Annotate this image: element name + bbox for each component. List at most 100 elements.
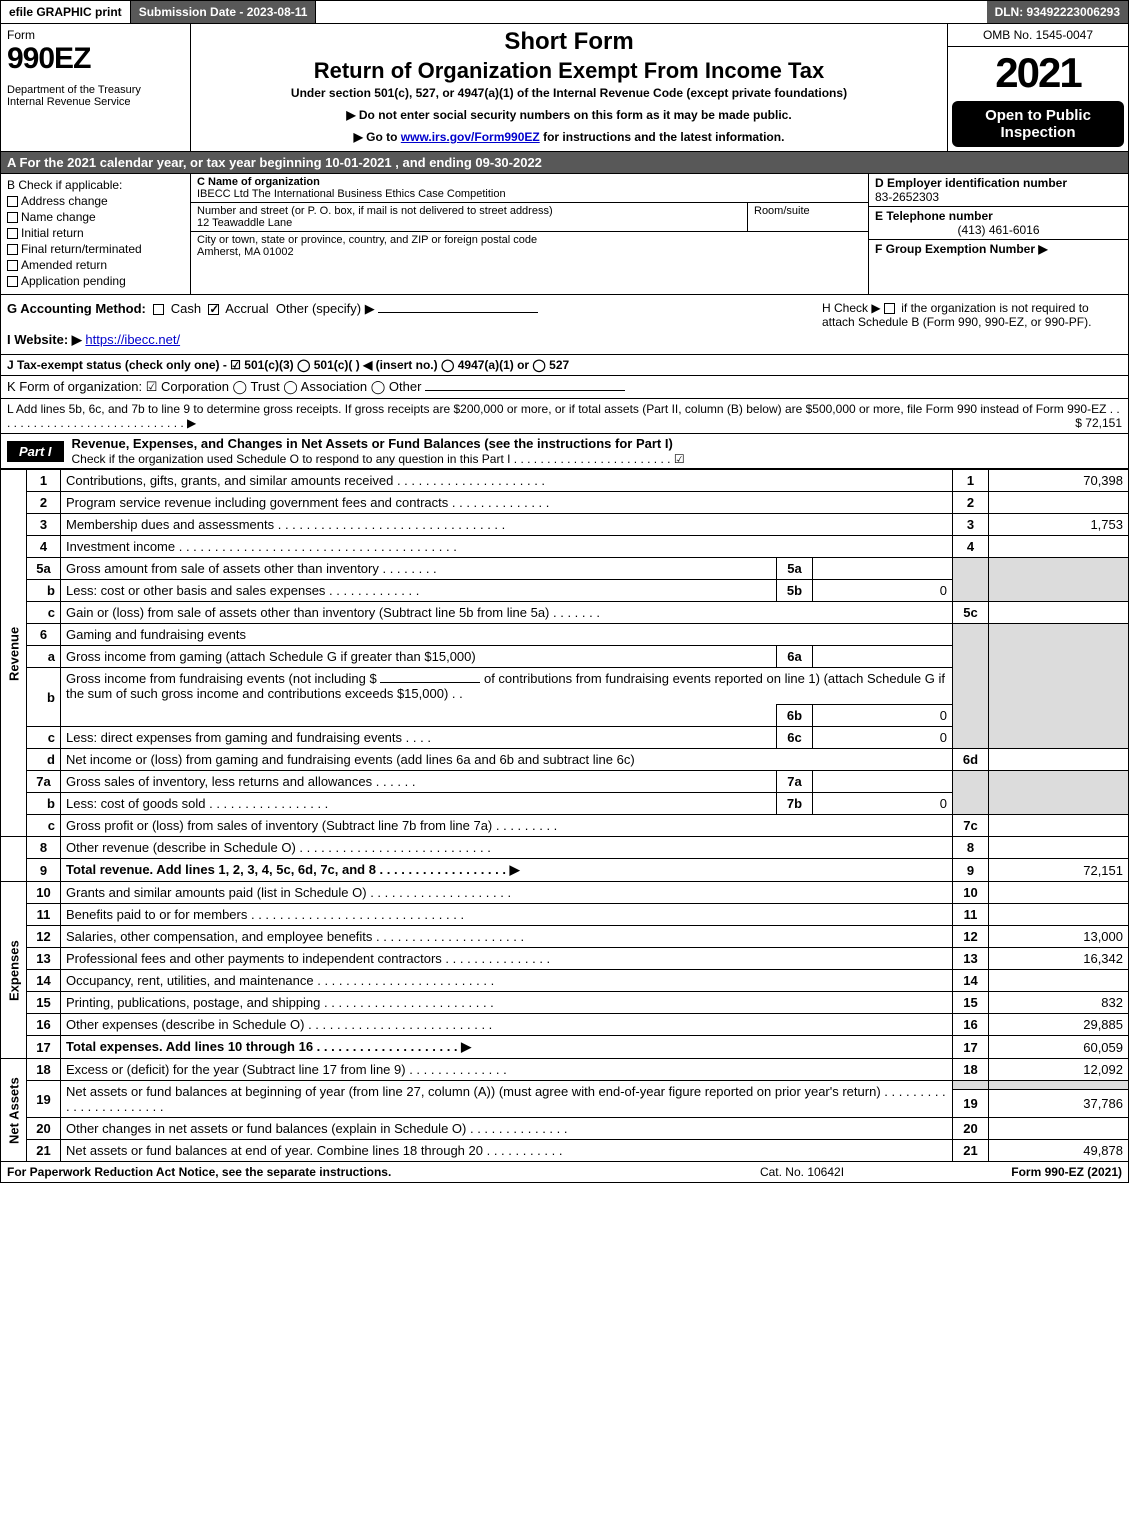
section-b-through-f: B Check if applicable: Address change Na… — [0, 174, 1129, 295]
cb-name-change[interactable]: Name change — [7, 210, 184, 224]
ln8-desc: Other revenue (describe in Schedule O) .… — [61, 837, 953, 859]
ln6b-mval: 0 — [813, 705, 953, 727]
cb-cash[interactable] — [153, 304, 164, 315]
ln8-num: 8 — [27, 837, 61, 859]
ln6d-amount — [989, 749, 1129, 771]
ln7b-desc: Less: cost of goods sold . . . . . . . .… — [61, 793, 777, 815]
ln12-amount: 13,000 — [989, 926, 1129, 948]
part-i-check-line: Check if the organization used Schedule … — [72, 452, 685, 466]
h-schedule-b: H Check ▶ if the organization is not req… — [822, 301, 1122, 348]
short-form-title: Short Form — [199, 28, 939, 56]
c-name-label: C Name of organization — [197, 176, 320, 188]
ln5ab-shade — [953, 558, 989, 602]
ln5c-desc: Gain or (loss) from sale of assets other… — [61, 602, 953, 624]
ln21-amount: 49,878 — [989, 1140, 1129, 1162]
form-header: Form 990EZ Department of the Treasury In… — [0, 24, 1129, 152]
g-other-label: Other (specify) ▶ — [276, 301, 375, 316]
ln16-lineno: 16 — [953, 1014, 989, 1036]
ln19-num: 19 — [27, 1081, 61, 1118]
ln6c-num: c — [27, 727, 61, 749]
ln16-amount: 29,885 — [989, 1014, 1129, 1036]
cb-address-change[interactable]: Address change — [7, 194, 184, 208]
cb-amended-return[interactable]: Amended return — [7, 258, 184, 272]
ln2-num: 2 — [27, 492, 61, 514]
section-b: B Check if applicable: Address change Na… — [1, 174, 191, 294]
ln2-amount — [989, 492, 1129, 514]
return-title: Return of Organization Exempt From Incom… — [199, 58, 939, 84]
ln7c-num: c — [27, 815, 61, 837]
ln5b-mini: 5b — [777, 580, 813, 602]
d-ein: D Employer identification number 83-2652… — [869, 174, 1128, 207]
ln19-shade-amt — [989, 1081, 1129, 1090]
irs-link[interactable]: www.irs.gov/Form990EZ — [401, 130, 540, 144]
ln13-amount: 16,342 — [989, 948, 1129, 970]
ln17-num: 17 — [27, 1036, 61, 1059]
ln4-desc: Investment income . . . . . . . . . . . … — [61, 536, 953, 558]
ln5b-num: b — [27, 580, 61, 602]
ln7b-mini: 7b — [777, 793, 813, 815]
ln19-shade — [953, 1081, 989, 1090]
ln6-shade-amt — [989, 624, 1129, 749]
ln5c-amount — [989, 602, 1129, 624]
cb-schedule-b[interactable] — [884, 303, 895, 314]
ln5a-desc: Gross amount from sale of assets other t… — [61, 558, 777, 580]
ln6-desc: Gaming and fundraising events — [61, 624, 953, 646]
ln15-desc: Printing, publications, postage, and shi… — [61, 992, 953, 1014]
ln18-amount: 12,092 — [989, 1059, 1129, 1081]
under-section: Under section 501(c), 527, or 4947(a)(1)… — [199, 86, 939, 100]
cb-initial-return[interactable]: Initial return — [7, 226, 184, 240]
ln7c-desc: Gross profit or (loss) from sales of inv… — [61, 815, 953, 837]
ln16-num: 16 — [27, 1014, 61, 1036]
cb-application-pending[interactable]: Application pending — [7, 274, 184, 288]
ln5b-mval: 0 — [813, 580, 953, 602]
ln5a-mini: 5a — [777, 558, 813, 580]
department: Department of the Treasury Internal Reve… — [7, 84, 184, 108]
header-left: Form 990EZ Department of the Treasury In… — [1, 24, 191, 151]
side-label-netassets: Net Assets — [1, 1059, 27, 1162]
d-label: D Employer identification number — [875, 176, 1067, 190]
form-code: 990EZ — [7, 42, 184, 76]
k-other-input[interactable] — [425, 390, 625, 391]
section-d-e-f: D Employer identification number 83-2652… — [868, 174, 1128, 294]
ln15-num: 15 — [27, 992, 61, 1014]
ln20-desc: Other changes in net assets or fund bala… — [61, 1118, 953, 1140]
topbar-spacer — [316, 1, 986, 23]
city-value: Amherst, MA 01002 — [197, 246, 294, 258]
ln12-lineno: 12 — [953, 926, 989, 948]
ln6c-mval: 0 — [813, 727, 953, 749]
org-name: IBECC Ltd The International Business Eth… — [197, 188, 506, 200]
ln12-desc: Salaries, other compensation, and employ… — [61, 926, 953, 948]
row-j-tax-exempt: J Tax-exempt status (check only one) - ☑… — [0, 355, 1129, 376]
ln9-desc: Total revenue. Add lines 1, 2, 3, 4, 5c,… — [61, 859, 953, 882]
ln10-lineno: 10 — [953, 882, 989, 904]
cb-final-return[interactable]: Final return/terminated — [7, 242, 184, 256]
ln14-lineno: 14 — [953, 970, 989, 992]
ln9-lineno: 9 — [953, 859, 989, 882]
ln9-num: 9 — [27, 859, 61, 882]
row-g-h: G Accounting Method: Cash Accrual Other … — [0, 295, 1129, 355]
footer-cat-no: Cat. No. 10642I — [662, 1165, 942, 1179]
efile-print-button[interactable]: efile GRAPHIC print — [1, 1, 131, 23]
telephone-value: (413) 461-6016 — [875, 223, 1122, 237]
street-value: 12 Teawaddle Lane — [197, 217, 292, 229]
ln7b-num: b — [27, 793, 61, 815]
ln5a-num: 5a — [27, 558, 61, 580]
website-link[interactable]: https://ibecc.net/ — [85, 332, 180, 347]
ln6b-blank[interactable] — [380, 682, 480, 683]
city-cell: City or town, state or province, country… — [191, 232, 868, 260]
ln3-amount: 1,753 — [989, 514, 1129, 536]
ssn-warning: ▶ Do not enter social security numbers o… — [199, 108, 939, 122]
ln6c-mini: 6c — [777, 727, 813, 749]
side-revenue-cont — [1, 837, 27, 882]
ln15-lineno: 15 — [953, 992, 989, 1014]
cb-accrual[interactable] — [208, 304, 219, 315]
submission-date: Submission Date - 2023-08-11 — [131, 1, 317, 23]
ln14-desc: Occupancy, rent, utilities, and maintena… — [61, 970, 953, 992]
street-label: Number and street (or P. O. box, if mail… — [197, 205, 553, 217]
ln8-amount — [989, 837, 1129, 859]
ln10-amount — [989, 882, 1129, 904]
g-other-input[interactable] — [378, 312, 538, 313]
g-accounting-method: G Accounting Method: Cash Accrual Other … — [7, 301, 822, 348]
i-label: I Website: ▶ — [7, 332, 82, 347]
ln3-desc: Membership dues and assessments . . . . … — [61, 514, 953, 536]
